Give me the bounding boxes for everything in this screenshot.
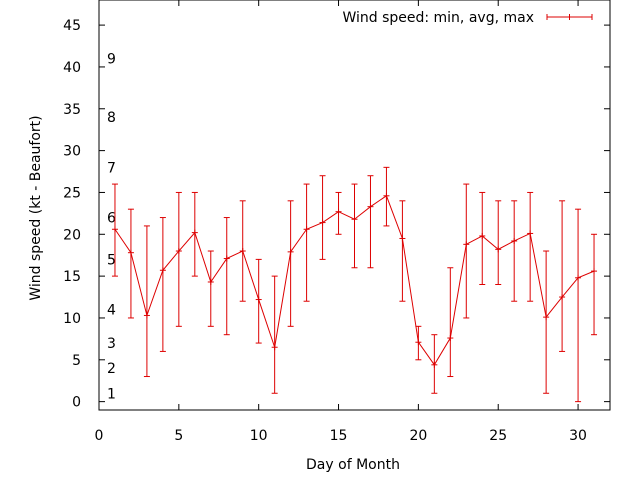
x-tick-label: 15 [330, 428, 348, 444]
x-tick-label: 5 [174, 428, 183, 444]
beaufort-label: 6 [107, 211, 116, 227]
plot-frame [98, 0, 611, 411]
series-line [114, 195, 595, 366]
beaufort-label: 4 [107, 303, 116, 319]
x-tick-label: 0 [95, 428, 104, 444]
x-tick-label: 25 [489, 428, 507, 444]
legend-label: Wind speed: min, avg, max [342, 10, 534, 26]
y-tick-label: 30 [63, 144, 81, 160]
y-axis-label: Wind speed (kt - Beaufort) [28, 115, 44, 300]
beaufort-label: 1 [107, 386, 116, 402]
x-tick-label: 10 [250, 428, 268, 444]
y-tick-label: 35 [63, 102, 81, 118]
y-tick-label: 15 [63, 269, 81, 285]
y-tick-label: 45 [63, 18, 81, 34]
beaufort-label: 9 [107, 52, 116, 68]
x-axis: 0 5 10 15 20 25 30 [95, 0, 587, 444]
beaufort-label: 8 [107, 110, 116, 126]
series-layer [111, 166, 598, 403]
y-tick-label: 20 [63, 227, 81, 243]
x-tick-label: 30 [569, 428, 587, 444]
beaufort-label: 3 [107, 336, 116, 352]
y-tick-label: 25 [63, 185, 81, 201]
y-tick-label: 5 [72, 353, 81, 369]
beaufort-label: 2 [107, 361, 116, 377]
legend: Wind speed: min, avg, max [342, 10, 593, 26]
beaufort-scale: 1 2 3 4 5 6 7 8 9 [107, 52, 116, 403]
y-tick-label: 10 [63, 311, 81, 327]
legend-sample [546, 14, 593, 20]
beaufort-label: 5 [107, 252, 116, 268]
x-tick-label: 20 [409, 428, 427, 444]
x-axis-label: Day of Month [306, 457, 400, 473]
y-tick-label: 0 [72, 395, 81, 411]
beaufort-label: 7 [107, 160, 116, 176]
y-tick-label: 40 [63, 60, 81, 76]
